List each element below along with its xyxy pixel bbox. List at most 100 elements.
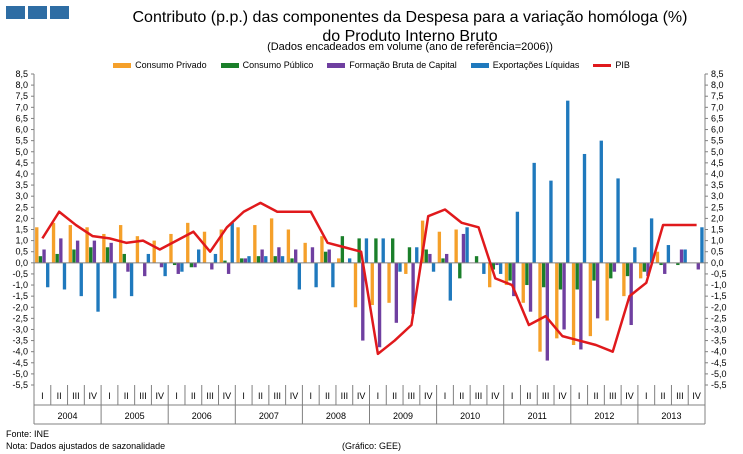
bar-exporta-es-l-quidas: [297, 262, 302, 290]
legend-item-exportacoes-liquidas: Exportações Líquidas: [470, 60, 580, 70]
x-tick-label-year: 2010: [460, 411, 480, 421]
y-tick-label-left: 7,0: [15, 102, 28, 112]
bar-consumo-p-blico: [491, 262, 496, 270]
y-tick-label-right: -3,0: [711, 324, 727, 334]
bar-forma-o-bruta-de-capital: [143, 262, 147, 277]
legend-label: Exportações Líquidas: [492, 60, 580, 70]
legend-item-consumo-publico: Consumo Público: [220, 60, 313, 70]
legend-item-consumo-privado: Consumo Privado: [113, 60, 207, 70]
bar-forma-o-bruta-de-capital: [579, 262, 583, 350]
x-tick-label-quarter: III: [609, 391, 617, 401]
line-pib: [41, 201, 697, 356]
bar-consumo-privado: [35, 227, 39, 263]
bar-exporta-es-l-quidas: [146, 253, 151, 263]
bar-forma-o-bruta-de-capital: [361, 262, 365, 341]
bar-consumo-p-blico: [55, 253, 59, 263]
bar-consumo-privado: [454, 229, 458, 263]
bar-exporta-es-l-quidas: [129, 262, 134, 297]
bar-exporta-es-l-quidas: [213, 253, 218, 263]
bar-exporta-es-l-quidas: [197, 249, 201, 263]
x-tick-label-quarter: III: [341, 391, 349, 401]
bar-exporta-es-l-quidas: [398, 262, 402, 272]
bar-consumo-privado: [102, 233, 106, 263]
bar-consumo-p-blico: [659, 262, 663, 266]
x-tick-label-quarter: I: [645, 391, 648, 401]
legend-swatch: [220, 62, 239, 68]
y-tick-label-right: -5,0: [711, 369, 727, 379]
bar-exporta-es-l-quidas: [415, 247, 419, 263]
y-tick-label-left: 0,0: [15, 258, 28, 268]
bar-consumo-p-blico: [407, 247, 412, 263]
x-tick-label-quarter: III: [72, 391, 80, 401]
logo-block-3: [50, 6, 69, 19]
bar-forma-o-bruta-de-capital: [260, 249, 264, 263]
x-tick-label-quarter: II: [325, 391, 330, 401]
x-tick-label-year: 2005: [125, 411, 145, 421]
y-tick-label-right: 6,0: [711, 125, 724, 135]
y-tick-label-right: 3,5: [711, 180, 724, 190]
bar-consumo-privado: [51, 222, 56, 263]
bar-consumo-p-blico: [508, 262, 512, 281]
x-tick-label-quarter: IV: [558, 391, 567, 401]
y-tick-label-right: -4,5: [711, 358, 727, 368]
y-tick-label-right: 5,0: [711, 147, 724, 157]
bar-consumo-p-blico: [89, 247, 93, 263]
bar-exporta-es-l-quidas: [247, 256, 251, 263]
bar-consumo-privado: [538, 262, 542, 352]
y-tick-label-left: 2,0: [15, 213, 28, 223]
bar-exporta-es-l-quidas: [331, 262, 335, 288]
bar-consumo-p-blico: [38, 256, 43, 263]
y-tick-label-right: 7,5: [711, 91, 724, 101]
bar-consumo-privado: [337, 258, 341, 263]
x-tick-label-quarter: III: [475, 391, 483, 401]
x-tick-label-quarter: II: [124, 391, 129, 401]
bar-exporta-es-l-quidas: [347, 258, 352, 263]
bar-consumo-p-blico: [592, 262, 596, 281]
bar-exporta-es-l-quidas: [498, 262, 503, 274]
bar-exporta-es-l-quidas: [163, 262, 167, 277]
bar-consumo-privado: [236, 227, 240, 263]
y-tick-label-left: 0,5: [15, 247, 28, 257]
bar-consumo-p-blico: [676, 262, 680, 266]
x-tick-label-year: 2008: [326, 411, 346, 421]
x-tick-label-quarter: IV: [290, 391, 299, 401]
bar-forma-o-bruta-de-capital: [428, 253, 432, 263]
bar-consumo-privado: [303, 242, 307, 263]
y-tick-label-left: 8,0: [15, 80, 28, 90]
bar-consumo-p-blico: [625, 262, 630, 277]
legend-swatch: [470, 62, 489, 68]
bar-forma-o-bruta-de-capital: [193, 262, 197, 268]
bar-consumo-privado: [353, 262, 358, 308]
bar-consumo-privado: [387, 262, 391, 303]
y-tick-label-right: 0,0: [711, 258, 724, 268]
y-tick-label-left: 5,0: [15, 147, 28, 157]
bar-forma-o-bruta-de-capital: [92, 240, 97, 263]
legend-label: Consumo Privado: [135, 60, 207, 70]
x-tick-label-year: 2012: [594, 411, 614, 421]
bar-exporta-es-l-quidas: [96, 262, 100, 312]
bar-forma-o-bruta-de-capital: [663, 262, 667, 274]
x-tick-label-quarter: I: [310, 391, 313, 401]
gee-logo: [6, 6, 69, 19]
x-tick-label-quarter: II: [57, 391, 62, 401]
y-tick-label-left: -5,0: [12, 369, 28, 379]
x-tick-label-quarter: II: [661, 391, 666, 401]
bar-exporta-es-l-quidas: [515, 211, 520, 263]
y-tick-label-left: 6,5: [15, 113, 28, 123]
bar-forma-o-bruta-de-capital: [327, 249, 331, 263]
x-tick-label-year: 2009: [393, 411, 413, 421]
bar-forma-o-bruta-de-capital: [159, 262, 164, 268]
y-tick-label-right: 8,5: [711, 69, 724, 79]
x-tick-label-quarter: IV: [88, 391, 97, 401]
bar-consumo-privado: [420, 220, 425, 263]
y-tick-label-left: -2,0: [12, 302, 28, 312]
bar-exporta-es-l-quidas: [532, 162, 536, 263]
x-tick-label-quarter: II: [526, 391, 531, 401]
x-tick-label-year: 2011: [528, 411, 547, 421]
x-tick-label-quarter: I: [41, 391, 44, 401]
bar-consumo-privado: [286, 229, 291, 263]
bar-consumo-p-blico: [240, 258, 244, 263]
bar-consumo-privado: [555, 262, 559, 339]
y-tick-label-right: 1,0: [711, 236, 724, 246]
bar-consumo-p-blico: [105, 247, 110, 263]
